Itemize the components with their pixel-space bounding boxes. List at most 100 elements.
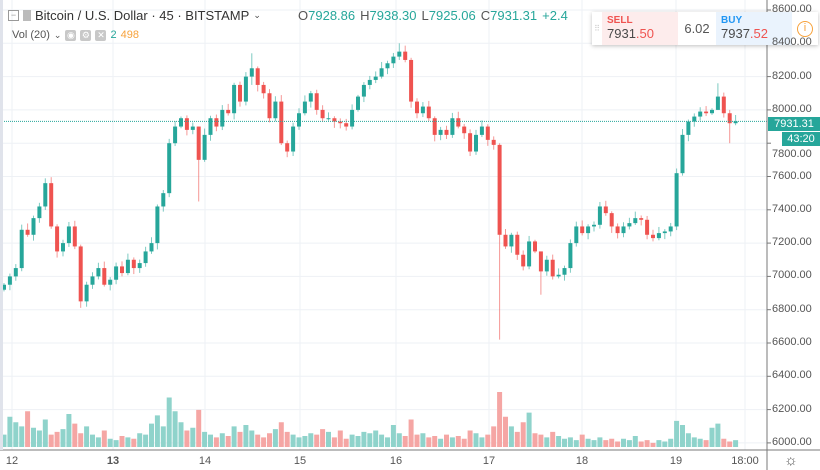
volume-bar xyxy=(302,436,308,447)
volume-bar xyxy=(337,430,343,447)
volume-bar xyxy=(225,436,231,447)
symbol-title[interactable]: Bitcoin / U.S. Dollar · 45 · BITSTAMP xyxy=(35,8,250,23)
ohlc-legend: O7928.86 H7938.30 L7925.06 C7931.31 +2.4 xyxy=(298,8,568,23)
candle-body xyxy=(415,101,419,114)
candle-body xyxy=(302,101,307,114)
candle-body xyxy=(686,121,691,135)
candle-body xyxy=(432,118,437,135)
gear-icon[interactable]: ⚙ xyxy=(80,29,92,41)
volume-bar xyxy=(385,437,390,447)
candle-body xyxy=(131,259,136,269)
buy-button[interactable]: BUY 7937.52 xyxy=(716,12,792,45)
settings-sun-icon[interactable]: ☼ xyxy=(784,452,798,469)
candle-body xyxy=(521,254,526,267)
volume-bar xyxy=(532,433,538,447)
candle-body xyxy=(597,206,602,225)
volume-bar xyxy=(461,438,467,447)
volume-bar xyxy=(721,438,727,447)
volume-indicator-title[interactable]: Vol (20) xyxy=(12,29,50,41)
candle-body xyxy=(179,118,183,127)
candle-body xyxy=(485,126,490,140)
candle-body xyxy=(137,263,142,269)
candle-body xyxy=(639,218,644,220)
volume-bar xyxy=(19,426,25,447)
candle-body xyxy=(426,106,431,119)
candle-body xyxy=(538,251,543,272)
volume-bar xyxy=(615,441,621,447)
time-tick-label: 13 xyxy=(106,455,120,467)
volume-bar xyxy=(473,433,479,447)
volume-bar xyxy=(131,438,137,447)
candle-body xyxy=(190,126,195,130)
eye-icon[interactable]: ◉ xyxy=(65,29,77,41)
low-value: 7925.06 xyxy=(428,8,476,23)
chevron-down-icon[interactable]: ⌄ xyxy=(253,10,261,20)
volume-bar xyxy=(137,433,143,447)
volume-bar xyxy=(697,438,703,447)
ohlc-high: H7938.30 xyxy=(360,8,417,23)
candle-body xyxy=(562,268,567,275)
candle-body xyxy=(149,243,154,252)
chevron-down-icon[interactable]: ⌄ xyxy=(53,29,62,40)
spread-value: 6.02 xyxy=(684,21,710,36)
volume-bar xyxy=(113,440,119,447)
volume-bar xyxy=(7,416,13,447)
candle-body xyxy=(733,121,738,124)
candle-body xyxy=(651,234,655,239)
candle-body xyxy=(120,266,124,274)
volume-bar xyxy=(727,441,733,447)
candle-body xyxy=(379,68,384,77)
candle-body xyxy=(356,96,360,110)
volume-bar xyxy=(585,438,591,447)
candle-body xyxy=(66,226,71,244)
ohlc-open: O7928.86 xyxy=(298,8,356,23)
candle-body xyxy=(680,134,685,174)
info-button[interactable]: i xyxy=(792,12,818,45)
volume-bar xyxy=(438,438,444,447)
volume-bar xyxy=(290,434,296,447)
volume-bar xyxy=(567,437,573,447)
flag-icon[interactable] xyxy=(23,10,31,21)
candle-body xyxy=(114,266,119,280)
volume-bar xyxy=(691,437,697,447)
candle-body xyxy=(202,134,207,160)
candle-body xyxy=(249,68,254,77)
volume-bar xyxy=(202,431,208,447)
sell-button[interactable]: SELL 7931.50 xyxy=(602,12,678,45)
candle-body xyxy=(72,226,77,247)
volume-bar xyxy=(1,434,7,447)
volume-bar xyxy=(296,437,302,447)
candle-body xyxy=(621,226,626,234)
price-tick-label: 6400.00 xyxy=(772,369,812,382)
volume-bar xyxy=(420,433,426,447)
volume-bar xyxy=(562,438,567,447)
candle-body xyxy=(721,96,726,114)
volume-bar xyxy=(143,434,149,447)
candle-body xyxy=(161,193,166,207)
volume-bars xyxy=(1,392,739,447)
candle-body xyxy=(332,118,337,122)
close-icon[interactable]: ✕ xyxy=(95,29,107,41)
volume-bar xyxy=(48,434,54,447)
volume-bar xyxy=(72,423,78,447)
candle-body xyxy=(125,259,130,274)
candle-body xyxy=(627,223,632,227)
collapse-icon[interactable]: − xyxy=(8,10,19,21)
candle-body xyxy=(338,121,343,124)
volume-bar xyxy=(426,437,432,447)
time-tick-label: 17 xyxy=(482,455,496,467)
drag-handle-icon[interactable]: ⠿ xyxy=(594,24,600,33)
price-tick-label: 8600.00 xyxy=(772,3,812,15)
volume-bar xyxy=(190,427,196,447)
volume-bar xyxy=(508,426,514,447)
candle-body xyxy=(468,133,473,152)
candle-body xyxy=(527,241,532,267)
candle-body xyxy=(7,276,12,285)
candle-body xyxy=(550,259,555,277)
ohlc-close: C7931.31 xyxy=(480,8,538,23)
volume-bar xyxy=(662,441,668,447)
candle-body xyxy=(409,59,414,102)
candle-body xyxy=(43,183,48,207)
volume-bar xyxy=(491,426,497,447)
